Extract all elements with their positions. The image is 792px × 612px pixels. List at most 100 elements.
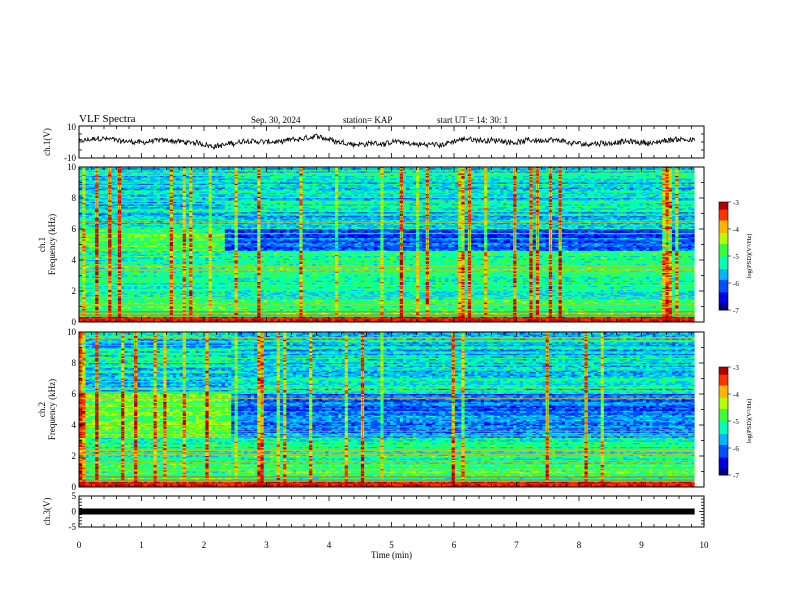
spectrogram-cell [143, 169, 148, 172]
spectrogram-cell [620, 168, 624, 170]
spectrogram-cell [331, 170, 336, 173]
spectrogram-cell [471, 177, 475, 180]
spectrogram-cell [441, 167, 446, 169]
spectrogram-cell [506, 168, 511, 170]
spectrogram-cell [415, 174, 420, 177]
spectrogram-cell [600, 178, 605, 181]
spectrogram-cell [286, 170, 291, 173]
spectrogram-cell [127, 167, 132, 169]
spectrogram-cell [649, 167, 653, 169]
spectrogram-cell [279, 179, 284, 182]
spectrogram-cell [484, 170, 488, 173]
spectrogram-cell [85, 174, 90, 177]
spectrogram-cell [600, 167, 605, 169]
spectrogram-cell [406, 169, 410, 172]
spectrogram-cell [652, 178, 657, 181]
spectrogram-cell [403, 168, 407, 170]
spectrogram-cell [263, 167, 268, 169]
spectrogram-cell [675, 178, 679, 181]
spectrogram-cell [688, 178, 692, 181]
spectrogram-cell [279, 178, 284, 181]
spectrogram-cell [130, 178, 135, 181]
spectrogram-cell [461, 177, 465, 180]
spectrogram-cell [234, 179, 239, 182]
spectrogram-cell [503, 169, 508, 172]
spectrogram-cell [88, 168, 93, 170]
spectrogram-cell [147, 179, 151, 182]
spectrogram-cell [302, 179, 307, 182]
spectrogram-cell [160, 168, 164, 170]
spectrogram-cell [445, 174, 449, 177]
spectrogram-cell [519, 177, 524, 180]
spectrogram-cell [208, 167, 213, 169]
spectrogram-cell [629, 169, 634, 172]
spectrogram-cell [577, 168, 582, 170]
spectrogram-cell [322, 179, 326, 182]
spectrogram-cell [211, 173, 216, 176]
spectrogram-cell [88, 178, 93, 181]
spectrogram-cell [448, 170, 453, 173]
spectrogram-cell [341, 169, 346, 172]
spectrogram-cell [636, 168, 640, 170]
spectrogram-cell [325, 174, 329, 177]
spectrogram-cell [613, 174, 618, 177]
spectrogram-cell [101, 169, 106, 172]
spectrogram-cell [691, 174, 696, 177]
spectrogram-cell [338, 177, 342, 180]
spectrogram-cell [127, 177, 132, 180]
spectrogram-cell [338, 179, 342, 182]
spectrogram-cell [516, 176, 521, 178]
spectrogram-cell [377, 173, 381, 176]
spectrogram-cell [600, 170, 605, 173]
spectrogram-cell [493, 169, 498, 172]
spectrogram-cell [451, 177, 456, 180]
spectrogram-cell [581, 178, 585, 181]
spectrogram-cell [260, 167, 265, 169]
spectrogram-cell [587, 178, 592, 181]
spectrogram-cell [445, 179, 449, 182]
spectrogram-cell [594, 169, 598, 172]
spectrogram-cell [273, 178, 278, 181]
spectrogram-cell [315, 168, 320, 170]
spectrogram-cell [629, 170, 634, 173]
spectrogram-cell [253, 179, 258, 182]
spectrogram-cell [383, 173, 388, 176]
spectrogram-cell [646, 176, 650, 178]
spectrogram-cell [662, 168, 666, 170]
spectrogram-cell [649, 169, 653, 172]
spectrogram-cell [312, 167, 316, 169]
spectrogram-cell [257, 170, 261, 173]
spectrogram-cell [328, 167, 333, 169]
spectrogram-cell [688, 176, 692, 178]
spectrogram-cell [198, 176, 203, 178]
spectrogram-cell [104, 179, 109, 182]
spectrogram-cell [432, 176, 436, 178]
spectrogram-cell [383, 177, 388, 180]
spectrogram-cell [189, 169, 193, 172]
spectrogram-cell [545, 167, 550, 169]
spectrogram-cell [390, 176, 394, 178]
spectrogram-cell [484, 173, 488, 176]
spectrogram-cell [160, 177, 164, 180]
spectrogram-cell [325, 176, 329, 178]
spectrogram-cell [448, 177, 453, 180]
spectrogram-cell [228, 170, 232, 173]
spectrogram-cell [620, 179, 624, 182]
spectrogram-cell [279, 174, 284, 177]
spectrogram-cell [435, 178, 440, 181]
spectrogram-cell [464, 170, 469, 173]
spectrogram-cell [571, 178, 576, 181]
spectrogram-cell [646, 177, 650, 180]
spectrogram-cell [364, 178, 368, 181]
spectrogram-cell [500, 168, 504, 170]
spectrogram-cell [299, 179, 303, 182]
spectrogram-cell [354, 167, 359, 169]
spectrogram-cell [668, 169, 673, 172]
spectrogram-cell [224, 170, 229, 173]
spectrogram-cell [127, 169, 132, 172]
spectrogram-cell [325, 168, 329, 170]
spectrogram-cell [581, 177, 585, 180]
spectrogram-cell [539, 177, 543, 180]
spectrogram-cell [302, 178, 307, 181]
spectrogram-cell [309, 176, 313, 178]
